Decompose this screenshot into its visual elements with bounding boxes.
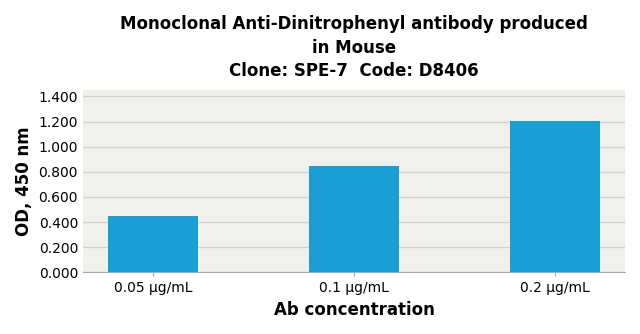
Title: Monoclonal Anti-Dinitrophenyl antibody produced
in Mouse
Clone: SPE-7  Code: D84: Monoclonal Anti-Dinitrophenyl antibody p… bbox=[120, 15, 588, 80]
X-axis label: Ab concentration: Ab concentration bbox=[273, 301, 435, 319]
Bar bbox=[308, 166, 399, 273]
Bar bbox=[108, 216, 198, 273]
Y-axis label: OD, 450 nm: OD, 450 nm bbox=[15, 127, 33, 236]
Bar bbox=[510, 121, 600, 273]
